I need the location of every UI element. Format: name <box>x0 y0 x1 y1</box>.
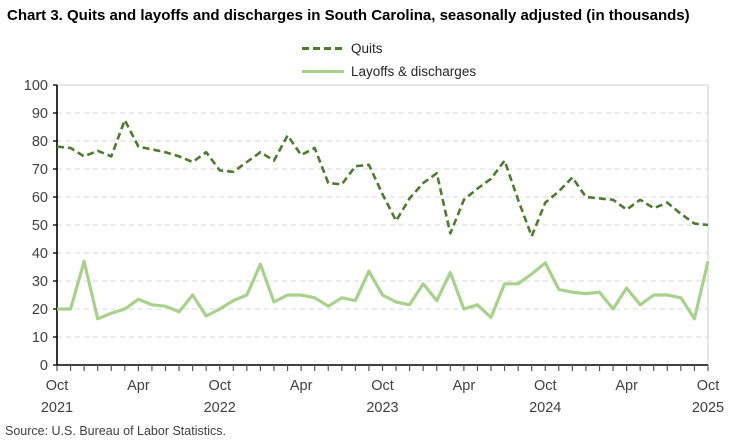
svg-text:Apr: Apr <box>290 378 313 394</box>
svg-text:0: 0 <box>40 358 48 374</box>
svg-text:20: 20 <box>32 302 48 318</box>
layoffs-line-swatch <box>302 69 344 74</box>
svg-text:100: 100 <box>24 78 48 94</box>
svg-text:Apr: Apr <box>127 378 150 394</box>
svg-text:2024: 2024 <box>529 400 561 416</box>
legend: Quits Layoffs & discharges <box>302 37 476 83</box>
svg-text:2025: 2025 <box>692 400 724 416</box>
svg-text:Oct: Oct <box>534 378 557 394</box>
svg-text:90: 90 <box>32 106 48 122</box>
svg-text:Oct: Oct <box>46 378 69 394</box>
svg-text:40: 40 <box>32 246 48 262</box>
svg-text:80: 80 <box>32 134 48 150</box>
svg-text:Apr: Apr <box>453 378 476 394</box>
svg-text:Apr: Apr <box>615 378 638 394</box>
svg-text:30: 30 <box>32 274 48 290</box>
svg-text:70: 70 <box>32 162 48 178</box>
svg-text:2023: 2023 <box>366 400 398 416</box>
legend-item-layoffs: Layoffs & discharges <box>302 60 476 83</box>
source-note: Source: U.S. Bureau of Labor Statistics. <box>5 424 226 438</box>
svg-text:Oct: Oct <box>208 378 231 394</box>
legend-label-layoffs: Layoffs & discharges <box>351 64 477 79</box>
svg-text:50: 50 <box>32 218 48 234</box>
svg-text:Oct: Oct <box>371 378 394 394</box>
chart-title: Chart 3. Quits and layoffs and discharge… <box>7 7 690 24</box>
svg-text:60: 60 <box>32 190 48 206</box>
svg-text:Oct: Oct <box>697 378 720 394</box>
legend-item-quits: Quits <box>302 37 476 60</box>
svg-text:2021: 2021 <box>41 400 73 416</box>
legend-label-quits: Quits <box>351 41 383 56</box>
svg-text:10: 10 <box>32 330 48 346</box>
svg-text:2022: 2022 <box>204 400 236 416</box>
quits-line-swatch <box>302 47 344 50</box>
